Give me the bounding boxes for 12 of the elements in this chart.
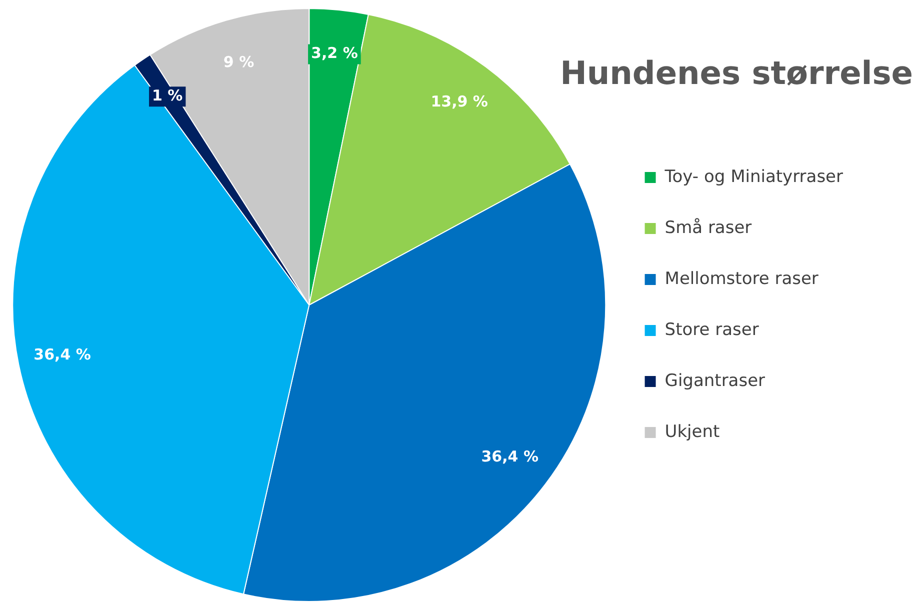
- data-label: 36,4 %: [34, 346, 91, 364]
- legend-label: Små raser: [664, 218, 752, 238]
- data-label: 36,4 %: [481, 447, 538, 466]
- legend-label: Store raser: [664, 320, 759, 340]
- legend-label: Gigantraser: [664, 370, 766, 391]
- data-label: 3,2 %: [311, 44, 358, 62]
- legend-label: Ukjent: [664, 422, 720, 442]
- data-label: 1 %: [152, 86, 183, 105]
- legend-label: Toy- og Miniatyrraser: [664, 166, 844, 187]
- text: Hundenes størrelse: [560, 54, 913, 92]
- legend-label: Mellomstore raser: [664, 268, 818, 289]
- data-label: 13,9 %: [430, 92, 488, 110]
